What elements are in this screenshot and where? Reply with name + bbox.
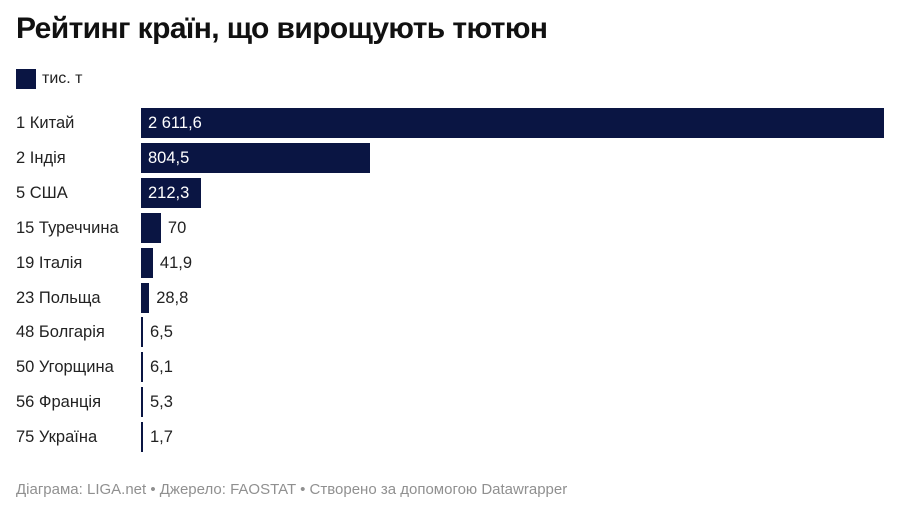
value-label: 2 611,6 (148, 114, 202, 132)
legend-label: тис. т (42, 70, 83, 87)
bar (141, 422, 143, 453)
value-label: 70 (167, 218, 187, 237)
category-label: 75 Україна (16, 428, 98, 447)
value-label: 1,7 (150, 428, 173, 447)
category-label: 50 Угорщина (16, 358, 114, 377)
legend: тис. т (16, 68, 82, 90)
bar (141, 108, 884, 138)
bar (141, 317, 143, 348)
category-label: 48 Болгарія (16, 323, 105, 342)
bar-row: 1 Китай 2 611,6 (0, 108, 900, 142)
bar-row: 50 Угорщина 6,1 (0, 352, 900, 386)
value-label: 6,5 (150, 323, 173, 342)
bar (141, 177, 202, 208)
value-label: 212,3 (148, 183, 190, 202)
category-label: 15 Туреччина (16, 218, 119, 237)
bar-row: 19 Італія 41,9 (0, 247, 900, 282)
bar (141, 387, 143, 418)
bar (141, 282, 150, 313)
bar-row: 2 Індія 804,5 (0, 142, 900, 177)
category-label: 1 Китай (16, 114, 75, 132)
bar (141, 352, 143, 383)
bar-row: 48 Болгарія 6,5 (0, 317, 900, 351)
bar-row: 5 США 212,3 (0, 177, 900, 212)
bar (141, 212, 161, 243)
value-label: 28,8 (156, 288, 189, 307)
legend-swatch (16, 69, 36, 89)
category-label: 56 Франція (16, 393, 101, 412)
category-label: 19 Італія (16, 253, 83, 272)
bar-row: 23 Польща 28,8 (0, 282, 900, 317)
category-label: 5 США (16, 183, 68, 202)
footer-credits: Діаграма: LIGA.net • Джерело: FAOSTAT • … (16, 481, 568, 498)
bar (141, 247, 153, 278)
value-label: 5,3 (150, 393, 173, 412)
value-label: 804,5 (148, 148, 190, 167)
bar-row: 56 Франція 5,3 (0, 387, 900, 421)
category-label: 2 Індія (16, 148, 66, 167)
value-label: 41,9 (159, 253, 193, 272)
chart-title: Рейтинг країн, що вирощують тютюн (16, 12, 548, 45)
bar (141, 142, 370, 173)
category-label: 23 Польща (16, 288, 101, 307)
bar-row: 75 Україна 1,7 (0, 422, 900, 456)
value-label: 6,1 (150, 358, 173, 377)
bar-row: 15 Туреччина 70 (0, 212, 900, 247)
